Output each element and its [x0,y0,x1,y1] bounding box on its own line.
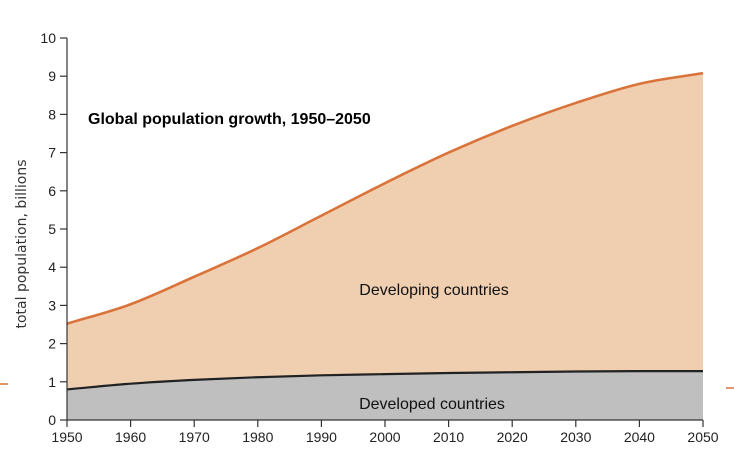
y-axis-label: total population, billions [14,159,30,328]
y-tick-label: 8 [48,106,56,122]
y-tick-label: 9 [48,68,56,84]
x-tick-label: 2020 [497,429,528,445]
series-label-developing: Developing countries [359,282,508,299]
y-tick-label: 3 [48,297,56,313]
y-tick-label: 10 [40,30,56,46]
x-tick-label: 1990 [306,429,337,445]
x-tick-label: 1960 [115,429,146,445]
x-tick-label: 1980 [242,429,273,445]
line-developed-countries [66,370,703,391]
x-tick-label: 2040 [624,429,655,445]
y-tick-label: 0 [48,412,56,428]
line-layer [66,71,704,391]
y-tick-label: 1 [48,374,56,390]
area-developing-countries [67,73,703,390]
y-tick-label: 5 [48,221,56,237]
x-tick-label: 1970 [179,429,210,445]
x-tick-label: 2030 [560,429,591,445]
area-developed-countries [67,371,703,420]
chart-title: Global population growth, 1950–2050 [88,111,371,128]
y-tick-label: 2 [48,336,56,352]
edge-marks [0,383,734,389]
line-developing-countries [66,71,704,325]
x-tick-label: 2000 [369,429,400,445]
y-tick-label: 4 [48,259,56,275]
y-ticks: 0 1 2 3 4 5 6 7 8 9 10 [40,30,67,428]
y-tick-label: 7 [48,145,56,161]
area-layer [67,73,703,420]
x-tick-label: 1950 [51,429,82,445]
x-ticks: 1950 1960 1970 1980 1990 2000 2010 2020 2030 2040… [51,420,719,445]
x-tick-label: 2010 [433,429,464,445]
series-label-developed: Developed countries [359,396,505,413]
x-tick-label: 2050 [687,429,718,445]
y-tick-label: 6 [48,183,56,199]
